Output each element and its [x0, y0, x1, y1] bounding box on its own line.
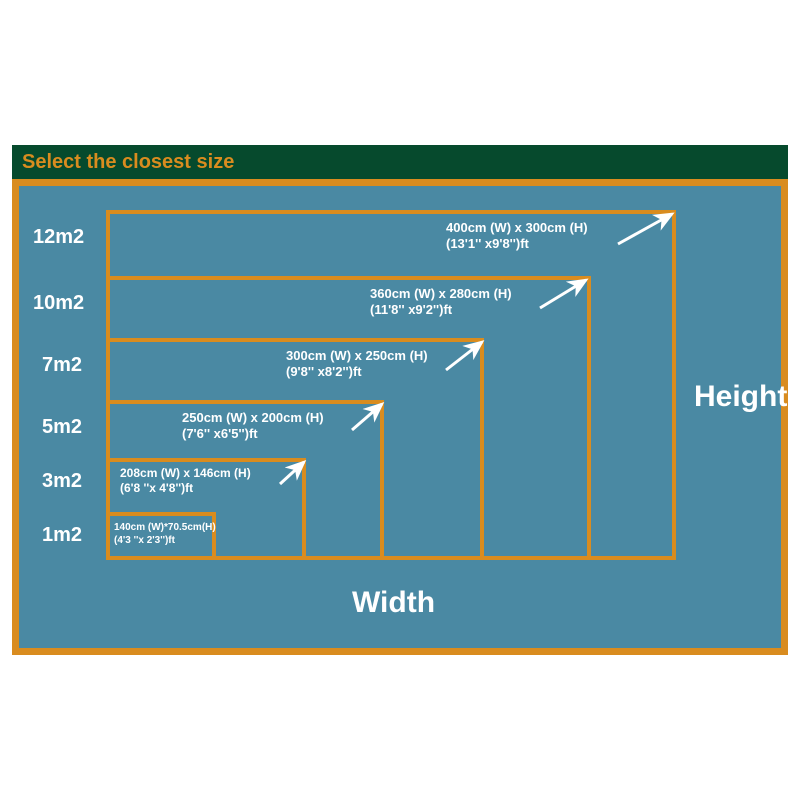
dimension-label: 208cm (W) x 146cm (H) (6'8 ''x 4'8'')ft [120, 466, 251, 496]
area-label: 7m2 [42, 354, 82, 377]
header-bar: Select the closest size [12, 145, 788, 179]
header-text: Select the closest size [22, 151, 234, 174]
dimension-label: 250cm (W) x 200cm (H) (7'6'' x6'5'')ft [182, 410, 324, 443]
area-label: 10m2 [33, 292, 84, 315]
axis-label-width: Width [352, 586, 435, 620]
area-label: 1m2 [42, 524, 82, 547]
dimension-label: 360cm (W) x 280cm (H) (11'8'' x9'2'')ft [370, 286, 512, 319]
dimension-label: 300cm (W) x 250cm (H) (9'8'' x8'2'')ft [286, 348, 428, 381]
area-label: 12m2 [33, 226, 84, 249]
axis-label-height: Height [694, 380, 787, 414]
area-label: 5m2 [42, 416, 82, 439]
diagram-canvas: Select the closest size 12m2 10m2 7m2 5m2 3m… [0, 0, 800, 800]
dimension-label: 140cm (W)*70.5cm(H) (4'3 ''x 2'3'')ft [114, 522, 216, 547]
dimension-label: 400cm (W) x 300cm (H) (13'1'' x9'8'')ft [446, 220, 588, 253]
area-label: 3m2 [42, 470, 82, 493]
